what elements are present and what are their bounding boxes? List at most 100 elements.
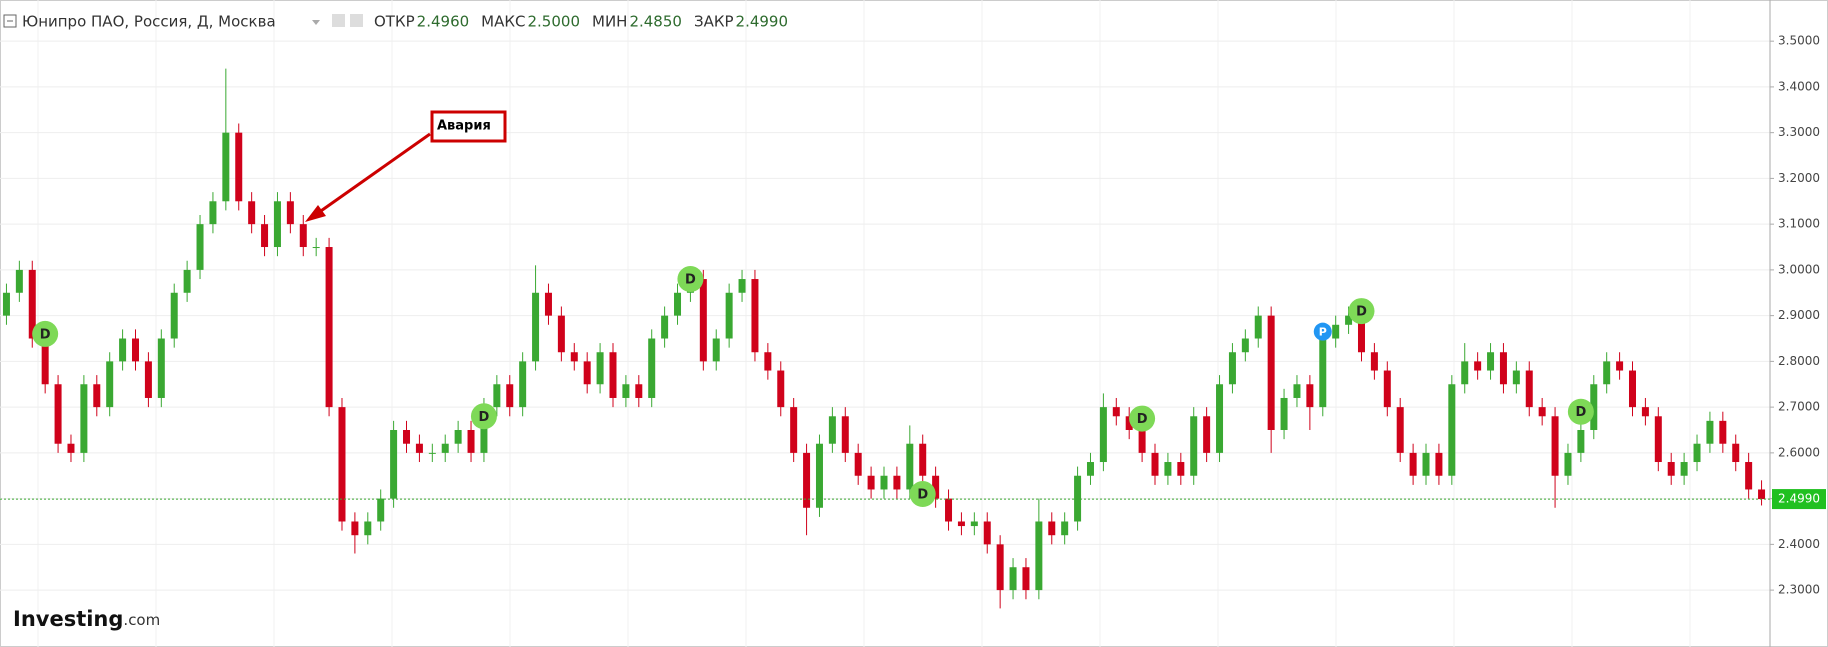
candle-body (983, 521, 991, 545)
candle-body (1280, 397, 1288, 430)
candle-body (1306, 384, 1314, 408)
candle-body (377, 498, 385, 522)
candle-body (1345, 315, 1353, 325)
candle-body (609, 352, 617, 398)
candle-body (1293, 384, 1301, 398)
event-label: D (40, 327, 51, 342)
candle-body (1641, 407, 1649, 417)
event-marker (470, 403, 497, 430)
candle-body (415, 443, 423, 453)
candle-body (1461, 361, 1469, 385)
candle-body (854, 452, 862, 476)
candle-body (519, 361, 527, 408)
candles (2, 68, 1766, 609)
y-tick-label: 3.0000 (1778, 262, 1820, 276)
candle-body (1409, 452, 1417, 476)
candle-body (1319, 338, 1327, 408)
candle-body (557, 315, 565, 353)
candle-body (1370, 352, 1378, 371)
logo: Investing.com (13, 607, 160, 631)
y-tick-label: 3.2000 (1778, 171, 1820, 185)
candle-body (1022, 567, 1030, 591)
stat-label: МАКС (481, 13, 525, 31)
candle-body (699, 279, 707, 362)
y-tick-label: 2.3000 (1778, 583, 1820, 597)
candle-body (867, 475, 875, 490)
candle-body (970, 521, 978, 527)
candle-body (1190, 416, 1198, 476)
y-tick-label: 2.9000 (1778, 308, 1820, 322)
candle-body (157, 338, 165, 398)
candle-body (1099, 407, 1107, 463)
candle-body (725, 292, 733, 339)
candle-body (1035, 521, 1043, 591)
candle-body (261, 224, 269, 248)
event-marker (677, 266, 704, 293)
candle-body (1577, 430, 1585, 453)
candle-body (1616, 361, 1624, 371)
candle-body (1732, 443, 1740, 463)
stat-label: МИН (592, 13, 627, 31)
candle-body (1590, 384, 1598, 430)
candle-body (893, 475, 901, 490)
candle-body (196, 224, 204, 270)
candle-body (919, 443, 927, 476)
y-tick-label: 3.5000 (1778, 34, 1820, 48)
candle-body (803, 452, 811, 508)
candle-body (906, 443, 914, 490)
candle-body (1474, 361, 1482, 371)
logo-main: Investing (13, 607, 123, 631)
candle-body (532, 292, 540, 362)
stat-label: ОТКР (374, 13, 415, 31)
candle-body (1164, 462, 1172, 476)
candle-body (338, 407, 346, 522)
y-tick-label: 3.4000 (1778, 79, 1820, 93)
candle-body (248, 201, 256, 225)
candle-body (738, 279, 746, 293)
candle-body (2, 292, 10, 316)
candle-body (183, 269, 191, 293)
candle-body (945, 498, 953, 522)
candle-body (1009, 567, 1017, 591)
candle-body (1138, 430, 1146, 453)
candle-body (1332, 324, 1340, 339)
annotation: Авария (305, 110, 507, 222)
candle-body (403, 430, 411, 444)
candle-body (751, 279, 759, 353)
candle-body (286, 201, 294, 225)
tool-icon[interactable] (350, 14, 363, 27)
candle-body (364, 521, 372, 536)
candle-body (1512, 370, 1520, 385)
candle-body (1487, 352, 1495, 371)
candle-body (209, 201, 217, 225)
event-marker (1348, 298, 1375, 325)
candle-body (712, 338, 720, 362)
candle-body (1203, 416, 1211, 453)
candle-body (1706, 420, 1714, 444)
collapse-icon[interactable] (3, 14, 17, 28)
stats: ОТКР 2.4960 МАКС 2.5000 МИН 2.4850 ЗАКР 2.4990 (374, 13, 788, 31)
dropdown-icon[interactable] (312, 20, 320, 25)
candle-body (1603, 361, 1611, 385)
candle-body (325, 247, 333, 408)
candle-body (1693, 443, 1701, 463)
candle-body (661, 315, 669, 339)
candle-body (273, 201, 281, 248)
candle-body (1125, 416, 1133, 430)
event-marker (1129, 405, 1156, 432)
candle-body (1448, 384, 1456, 476)
y-tick-label: 3.1000 (1778, 217, 1820, 231)
candle-body (932, 475, 940, 499)
y-tick-label: 2.4000 (1778, 537, 1820, 551)
event-marker (1567, 398, 1594, 425)
candle-body (1254, 315, 1262, 339)
candle-body (106, 361, 114, 408)
candle-body (1719, 420, 1727, 444)
candle-body (544, 292, 552, 316)
candle-body (493, 384, 501, 408)
candle-body (596, 352, 604, 385)
annotation-arrowhead (305, 205, 326, 222)
candle-body (132, 338, 140, 362)
tool-icon[interactable] (332, 14, 345, 27)
candle-body (1435, 452, 1443, 476)
